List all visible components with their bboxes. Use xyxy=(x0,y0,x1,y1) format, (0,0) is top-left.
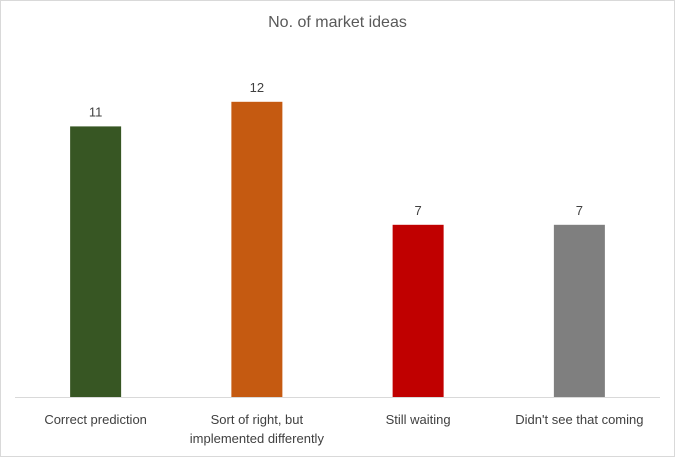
category-label-2: Sort of right, but implemented differentl… xyxy=(190,412,325,446)
category-label-1: Correct prediction xyxy=(44,412,147,427)
labels-group: 11 Correct prediction 12 Sort of right, but… xyxy=(44,80,643,446)
chart-title: No. of market ideas xyxy=(268,14,407,31)
bar-2 xyxy=(231,101,283,398)
bar-3 xyxy=(392,224,444,397)
category-label-4: Didn't see that coming xyxy=(515,412,643,427)
category-label-3: Still waiting xyxy=(386,412,451,427)
bar-4 xyxy=(553,224,605,397)
bars-group xyxy=(70,101,605,398)
data-label-3: 7 xyxy=(415,203,422,218)
data-label-2: 12 xyxy=(250,80,264,95)
data-label-4: 7 xyxy=(576,203,583,218)
bar-1 xyxy=(70,126,122,398)
data-label-1: 11 xyxy=(89,104,103,119)
